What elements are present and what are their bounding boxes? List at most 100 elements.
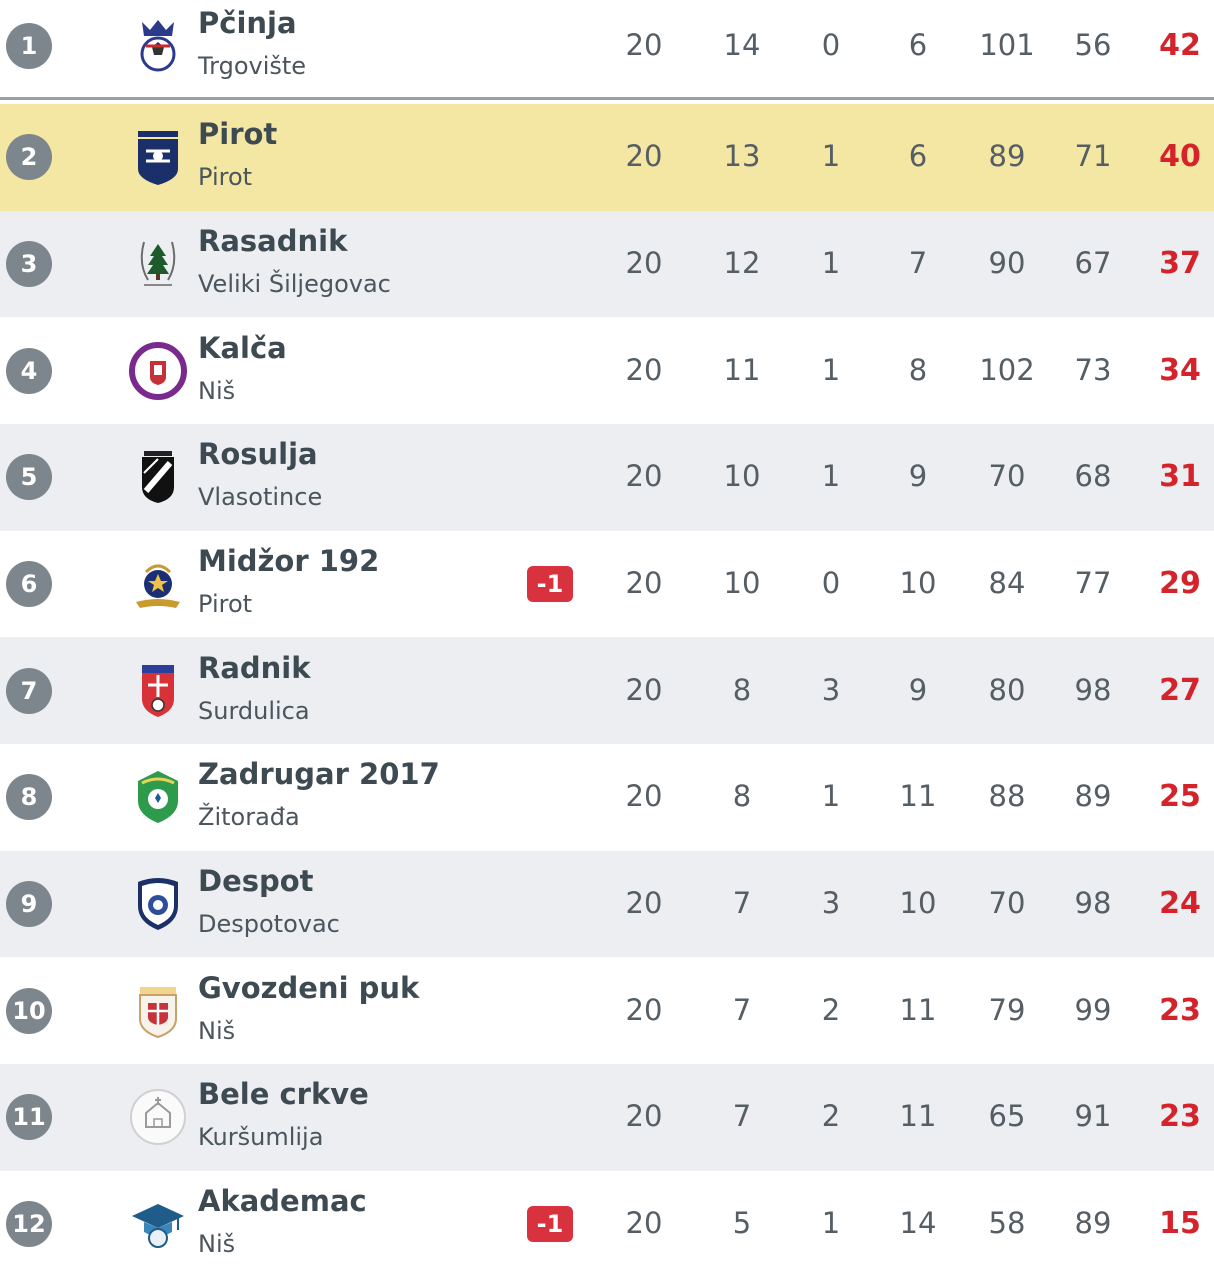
- stat-ga: 89: [1074, 779, 1112, 814]
- table-row[interactable]: 6 Midžor 192 Pirot -1 20 10 0 10 84 77 29: [0, 530, 1214, 638]
- table-row[interactable]: 5 Rosulja Vlasotince 20 10 1 9 70 68 31: [0, 424, 1214, 531]
- table-row[interactable]: 4 Kalča Niš 20 11 1 8 102 73 34: [0, 317, 1214, 424]
- kalca-crest-icon: [128, 341, 188, 401]
- table-row[interactable]: 7 Radnik Surdulica 20 8 3 9 80 98 27: [0, 637, 1214, 744]
- team-name[interactable]: Despot: [198, 863, 314, 898]
- team-city: Veliki Šiljegovac: [198, 269, 391, 298]
- team-name[interactable]: Gvozdeni puk: [198, 970, 420, 1005]
- stat-won: 11: [723, 352, 761, 387]
- stat-points: 42: [1159, 28, 1201, 63]
- rank-badge: 3: [6, 240, 52, 287]
- stat-played: 20: [625, 885, 663, 920]
- bele-crkve-crest-icon: [128, 1087, 188, 1147]
- stat-ga: 77: [1074, 565, 1112, 600]
- team-city: Vlasotince: [198, 483, 323, 512]
- stat-won: 10: [723, 565, 761, 600]
- stat-lost: 9: [908, 459, 928, 494]
- team-name[interactable]: Zadrugar 2017: [198, 757, 440, 792]
- stat-gf: 65: [988, 1099, 1026, 1134]
- stat-drawn: 0: [821, 28, 841, 62]
- rank-badge: 2: [6, 134, 52, 181]
- stat-points: 37: [1159, 245, 1201, 281]
- penalty-badge: -1: [527, 565, 573, 602]
- stat-points: 27: [1159, 672, 1201, 708]
- stat-drawn: 1: [821, 1205, 841, 1240]
- stat-played: 20: [625, 565, 663, 600]
- stat-lost: 11: [899, 992, 937, 1027]
- stat-gf: 80: [988, 672, 1026, 707]
- table-row[interactable]: 11 Bele crkve Kuršumlija 20 7 2 11 65 91 23: [0, 1064, 1214, 1171]
- team-name[interactable]: Midžor 192: [198, 543, 380, 578]
- midzor-crest-icon: [128, 554, 188, 614]
- stat-drawn: 3: [821, 885, 841, 920]
- team-name[interactable]: Akademac: [198, 1183, 367, 1218]
- stat-points: 24: [1159, 885, 1201, 921]
- team-city: Despotovac: [198, 909, 340, 938]
- despot-crest-icon: [128, 874, 188, 934]
- stat-won: 14: [723, 28, 761, 62]
- table-row[interactable]: 12 Akademac Niš -1 20 5 1 14 58 89 15: [0, 1170, 1214, 1278]
- stat-ga: 99: [1074, 992, 1112, 1027]
- team-city: Kuršumlija: [198, 1123, 324, 1152]
- stat-lost: 9: [908, 672, 928, 707]
- stat-ga: 73: [1074, 352, 1112, 387]
- rank-badge: 9: [6, 880, 52, 927]
- stat-ga: 98: [1074, 885, 1112, 920]
- akademac-crest-icon: [128, 1194, 188, 1254]
- stat-ga: 91: [1074, 1099, 1112, 1134]
- rank-badge: 7: [6, 667, 52, 714]
- stat-drawn: 0: [821, 565, 841, 600]
- rank-badge: 6: [6, 560, 52, 607]
- rank-badge: 1: [6, 23, 52, 69]
- stat-drawn: 2: [821, 992, 841, 1027]
- stat-drawn: 1: [821, 779, 841, 814]
- stat-ga: 89: [1074, 1205, 1112, 1240]
- stat-won: 13: [723, 139, 761, 174]
- stat-lost: 7: [908, 245, 928, 280]
- stat-ga: 71: [1074, 139, 1112, 174]
- stat-lost: 11: [899, 1099, 937, 1134]
- team-city: Trgovište: [198, 52, 307, 80]
- stat-played: 20: [625, 1205, 663, 1240]
- stat-gf: 89: [988, 139, 1026, 174]
- table-row[interactable]: 2 Pirot Pirot 20 13 1 6 89 71 40: [0, 104, 1214, 211]
- team-name[interactable]: Pirot: [198, 117, 278, 152]
- stat-drawn: 3: [821, 672, 841, 707]
- stat-won: 8: [732, 672, 752, 707]
- stat-points: 31: [1159, 459, 1201, 495]
- stat-played: 20: [625, 672, 663, 707]
- rank-badge: 4: [6, 347, 52, 394]
- team-name[interactable]: Kalča: [198, 330, 287, 365]
- table-row[interactable]: 1 Pčinja Trgovište 20 14 0 6 101 56 42: [0, 0, 1214, 100]
- stat-ga: 98: [1074, 672, 1112, 707]
- rank-badge: 8: [6, 774, 52, 821]
- stat-played: 20: [625, 139, 663, 174]
- stat-gf: 79: [988, 992, 1026, 1027]
- stat-points: 40: [1159, 139, 1201, 175]
- zadrugar-crest-icon: [128, 767, 188, 827]
- stat-points: 25: [1159, 779, 1201, 815]
- rank-badge: 10: [6, 987, 52, 1034]
- team-city: Pirot: [198, 163, 253, 192]
- stat-lost: 6: [908, 139, 928, 174]
- team-name[interactable]: Pčinja: [198, 6, 297, 40]
- table-row[interactable]: 8 Zadrugar 2017 Žitorađa 20 8 1 11 88 89 25: [0, 744, 1214, 851]
- team-name[interactable]: Rasadnik: [198, 223, 348, 258]
- stat-played: 20: [625, 28, 663, 62]
- stat-won: 7: [732, 992, 752, 1027]
- team-name[interactable]: Bele crkve: [198, 1077, 369, 1112]
- team-city: Niš: [198, 1016, 236, 1045]
- table-row[interactable]: 9 Despot Despotovac 20 7 3 10 70 98 24: [0, 850, 1214, 958]
- team-name[interactable]: Radnik: [198, 650, 311, 685]
- stat-ga: 68: [1074, 459, 1112, 494]
- stat-ga: 56: [1074, 28, 1112, 62]
- rosulja-crest-icon: [128, 447, 188, 507]
- stat-played: 20: [625, 992, 663, 1027]
- table-row[interactable]: 10 Gvozdeni puk Niš 20 7 2 11 79 99 23: [0, 957, 1214, 1064]
- team-city: Žitorađa: [198, 803, 300, 832]
- stat-won: 7: [732, 1099, 752, 1134]
- stat-played: 20: [625, 779, 663, 814]
- table-row[interactable]: 3 Rasadnik Veliki Šiljegovac 20 12 1 7 90 67 37: [0, 210, 1214, 318]
- team-name[interactable]: Rosulja: [198, 437, 318, 472]
- rank-badge: 5: [6, 454, 52, 501]
